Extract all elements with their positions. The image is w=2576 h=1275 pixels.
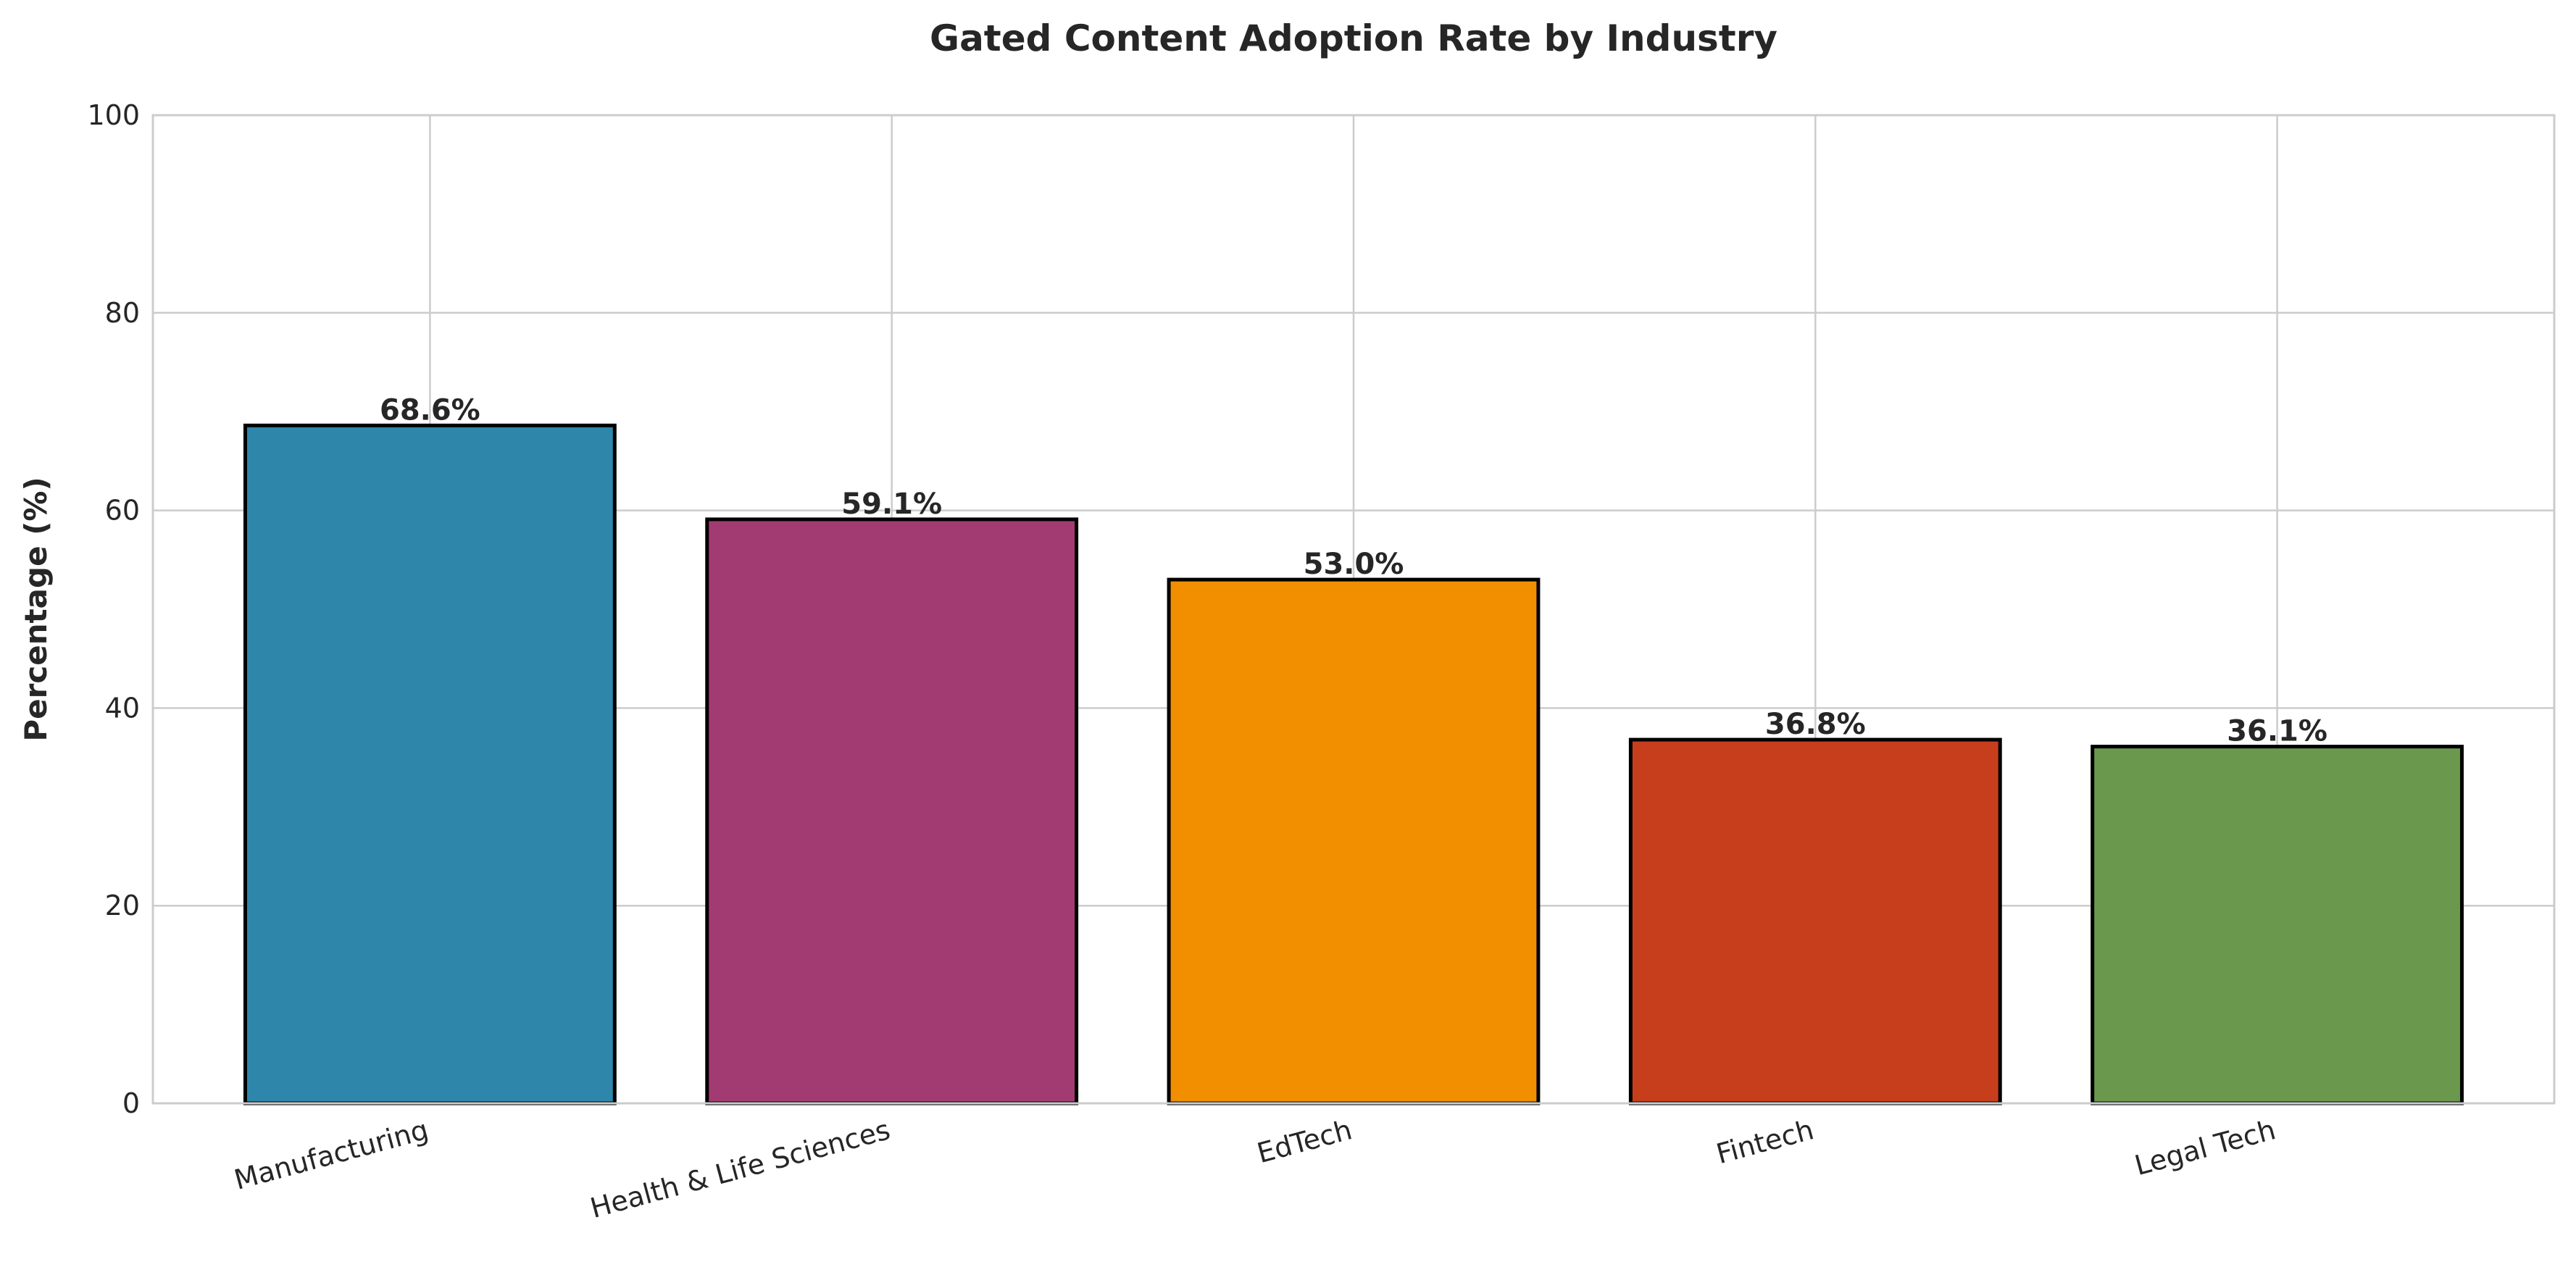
bar-value-label: 36.8% [1765,708,1866,741]
x-tick-label: Manufacturing [231,1113,432,1196]
bar-manufacturing [243,423,617,1105]
x-tick-label: EdTech [1254,1113,1355,1169]
bar-value-label: 36.1% [2227,715,2327,748]
bar-value-label: 59.1% [841,488,942,521]
y-tick-label: 40 [105,692,140,724]
bar-legal-tech [2091,745,2464,1105]
x-tick-label: Legal Tech [2131,1113,2279,1182]
y-tick-label: 80 [105,297,140,329]
y-tick-label: 0 [122,1087,140,1119]
plot-frame [151,114,2556,1105]
y-tick-label: 60 [105,495,140,527]
bar-edtech [1167,577,1541,1105]
x-tick-label: Health & Life Sciences [587,1113,893,1224]
x-tick-label: Fintech [1713,1113,1817,1170]
bar-value-label: 68.6% [380,393,480,427]
bar-fintech [1628,737,2002,1105]
y-axis-label: Percentage (%) [18,477,54,741]
y-tick-label: 20 [105,890,140,921]
bar-health-life-sciences [705,517,1079,1105]
bar-value-label: 53.0% [1304,548,1404,581]
chart-title: Gated Content Adoption Rate by Industry [930,17,1777,59]
y-tick-label: 100 [87,99,140,131]
